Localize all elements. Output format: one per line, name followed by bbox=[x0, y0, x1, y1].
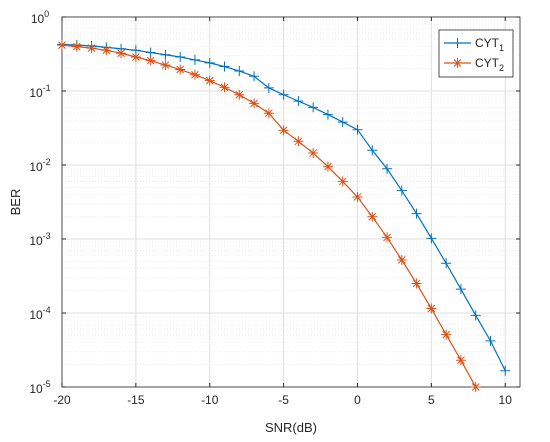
marker bbox=[278, 125, 289, 136]
y-tick-label: 100 bbox=[31, 9, 49, 26]
marker bbox=[470, 382, 481, 392]
marker bbox=[278, 89, 289, 100]
legend-label: CYT2 bbox=[475, 56, 504, 73]
marker bbox=[249, 71, 260, 82]
marker bbox=[249, 98, 260, 109]
x-tick-label: 10 bbox=[499, 393, 513, 407]
marker bbox=[219, 61, 230, 72]
marker bbox=[145, 55, 156, 66]
marker bbox=[293, 136, 304, 147]
marker bbox=[86, 43, 97, 54]
marker bbox=[455, 355, 466, 366]
y-tick-label: 10-4 bbox=[29, 305, 50, 322]
x-tick-label: -5 bbox=[278, 393, 289, 407]
marker bbox=[441, 258, 452, 269]
marker bbox=[189, 69, 200, 80]
y-tick-label: 10-1 bbox=[29, 83, 50, 100]
marker bbox=[308, 102, 319, 113]
marker bbox=[160, 49, 171, 60]
marker bbox=[426, 303, 437, 314]
marker bbox=[396, 185, 407, 196]
x-tick-label: 5 bbox=[428, 393, 435, 407]
marker bbox=[485, 335, 496, 346]
marker bbox=[367, 211, 378, 222]
marker bbox=[204, 75, 215, 86]
marker bbox=[308, 148, 319, 159]
marker bbox=[352, 124, 363, 135]
marker bbox=[116, 48, 127, 59]
marker bbox=[322, 109, 333, 120]
marker bbox=[293, 96, 304, 107]
marker bbox=[337, 176, 348, 187]
plot-frame bbox=[61, 16, 521, 388]
marker bbox=[57, 40, 67, 51]
y-tick-label: 10-3 bbox=[29, 231, 50, 248]
marker bbox=[322, 161, 333, 172]
x-axis-label: SNR(dB) bbox=[265, 420, 317, 435]
marker bbox=[455, 284, 466, 295]
y-tick-label: 10-5 bbox=[29, 379, 50, 396]
marker bbox=[382, 163, 393, 174]
marker bbox=[101, 45, 112, 56]
y-tick-label: 10-2 bbox=[29, 157, 50, 174]
marker bbox=[337, 117, 348, 128]
marker bbox=[219, 82, 230, 93]
x-tick-label: -15 bbox=[127, 393, 145, 407]
legend-label: CYT1 bbox=[475, 36, 504, 53]
marker bbox=[263, 108, 274, 119]
marker bbox=[71, 41, 82, 52]
marker bbox=[500, 365, 511, 376]
marker bbox=[234, 89, 245, 100]
marker bbox=[263, 82, 274, 93]
legend-marker bbox=[452, 58, 463, 68]
series bbox=[57, 40, 481, 392]
marker bbox=[382, 232, 393, 243]
marker bbox=[204, 57, 215, 68]
marker bbox=[441, 329, 452, 340]
marker bbox=[426, 233, 437, 244]
marker bbox=[470, 310, 481, 321]
marker bbox=[411, 208, 422, 219]
legend bbox=[438, 29, 514, 78]
marker bbox=[352, 191, 363, 202]
marker bbox=[396, 255, 407, 266]
legend-marker bbox=[452, 38, 463, 48]
plot-area bbox=[62, 17, 520, 387]
marker bbox=[411, 278, 422, 289]
marker bbox=[130, 52, 141, 63]
marker bbox=[189, 54, 200, 65]
marker bbox=[234, 66, 245, 77]
x-tick-label: -10 bbox=[201, 393, 219, 407]
marker bbox=[160, 60, 171, 71]
x-tick-label: 0 bbox=[354, 393, 361, 407]
marker bbox=[175, 64, 186, 75]
marker bbox=[367, 145, 378, 156]
x-tick-label: -20 bbox=[53, 393, 71, 407]
y-axis-label: BER bbox=[8, 189, 23, 216]
marker bbox=[175, 52, 186, 63]
